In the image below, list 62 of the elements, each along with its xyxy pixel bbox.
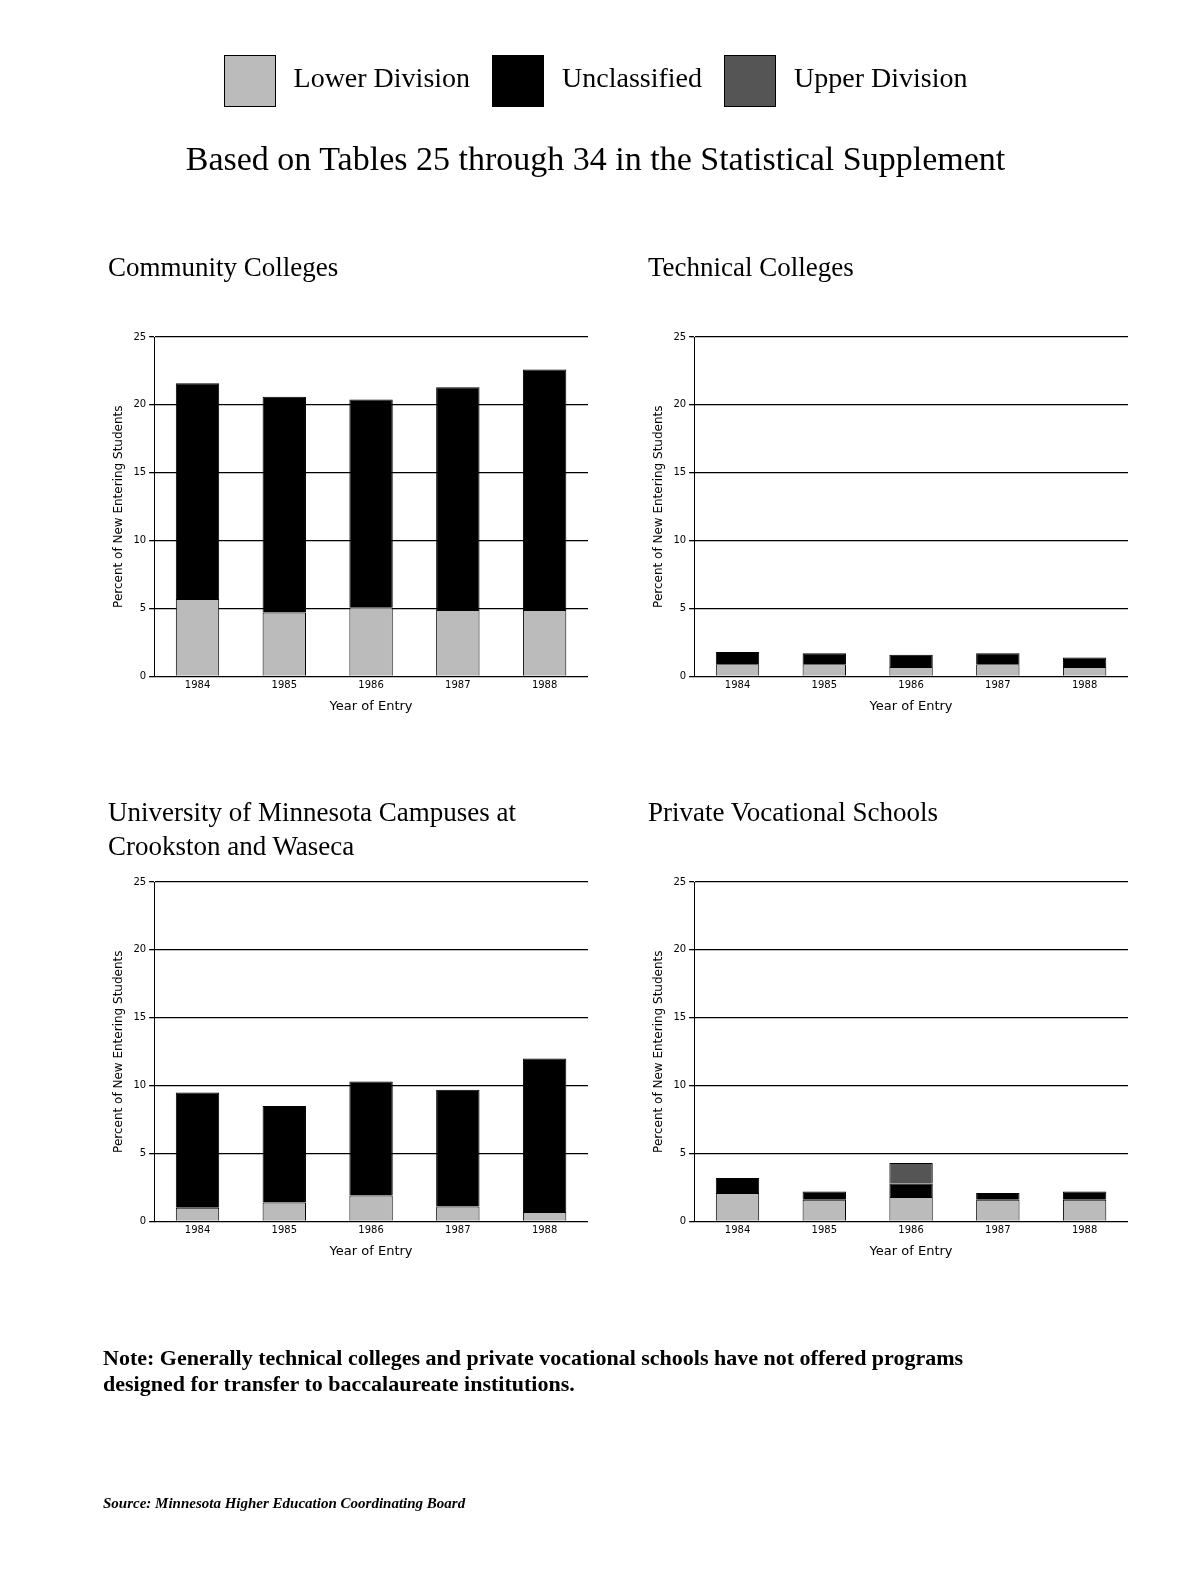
x-tick-label: 1988 — [531, 1223, 558, 1235]
x-tick-label: 1986 — [898, 1223, 924, 1235]
y-tick-label: 15 — [673, 466, 687, 478]
y-tick-label: 15 — [133, 1011, 147, 1023]
legend-label: Unclassified — [561, 61, 703, 96]
y-axis-title: Percent of New Entering Students — [651, 405, 666, 608]
x-tick-label: 1984 — [724, 1223, 751, 1235]
y-tick-label: 15 — [133, 466, 147, 478]
x-tick-label: 1985 — [811, 1223, 838, 1235]
x-tick-label: 1986 — [898, 678, 924, 690]
chart-title: Technical Colleges — [648, 251, 855, 284]
source-note: Source: Minnesota Higher Education Coordinating Board — [103, 1495, 466, 1512]
y-tick-label: 5 — [679, 1147, 687, 1159]
y-axis-title: Percent of New Entering Students — [651, 950, 666, 1153]
y-tick-label: 10 — [673, 534, 687, 546]
y-tick-label: 25 — [673, 875, 687, 887]
y-tick-label: 20 — [133, 943, 147, 955]
y-tick-label: 25 — [673, 330, 687, 342]
chart-title: University of Minnesota Campuses at Crookston and Waseca — [108, 796, 517, 863]
chart-title: Community Colleges — [108, 251, 340, 284]
y-tick-label: 5 — [679, 602, 687, 614]
x-tick-label: 1986 — [358, 1223, 384, 1235]
y-tick-label: 5 — [139, 602, 147, 614]
y-tick-label: 10 — [133, 1079, 147, 1091]
x-tick-label: 1984 — [184, 678, 211, 690]
y-axis-title: Percent of New Entering Students — [111, 950, 126, 1153]
y-tick-label: 0 — [139, 669, 147, 681]
legend-label: Lower Division — [292, 61, 471, 96]
chart-subtitle: Based on Tables 25 through 34 in the Statistical Supplement — [184, 140, 1007, 178]
x-tick-label: 1985 — [271, 678, 298, 690]
legend-label: Upper Division — [793, 61, 968, 96]
y-tick-label: 25 — [133, 875, 147, 887]
x-tick-label: 1984 — [724, 678, 751, 690]
y-tick-label: 0 — [679, 1214, 687, 1226]
y-tick-label: 20 — [673, 943, 687, 955]
x-tick-label: 1984 — [184, 1223, 211, 1235]
x-tick-label: 1985 — [271, 1223, 298, 1235]
x-axis-title: Year of Entry — [868, 1242, 953, 1258]
x-axis-title: Year of Entry — [868, 697, 953, 713]
x-tick-label: 1985 — [811, 678, 838, 690]
text: Note: Generally technical colleges and private vocational schools have not offered programs designed for transfer to baccalaureate institutions. — [103, 1345, 965, 1397]
x-tick-label: 1988 — [531, 678, 558, 690]
y-tick-label: 15 — [673, 1011, 687, 1023]
x-tick-label: 1987 — [445, 678, 471, 690]
y-tick-label: 10 — [133, 534, 147, 546]
x-tick-label: 1988 — [1071, 678, 1098, 690]
y-tick-label: 0 — [679, 669, 687, 681]
x-tick-label: 1987 — [985, 678, 1011, 690]
x-tick-label: 1987 — [985, 1223, 1011, 1235]
y-tick-label: 20 — [673, 398, 687, 410]
y-tick-label: 10 — [673, 1079, 687, 1091]
y-tick-label: 5 — [139, 1147, 147, 1159]
x-tick-label: 1987 — [445, 1223, 471, 1235]
x-tick-label: 1988 — [1071, 1223, 1098, 1235]
chart-title: Private Vocational Schools — [648, 796, 939, 829]
y-tick-label: 0 — [139, 1214, 147, 1226]
y-tick-label: 25 — [133, 330, 147, 342]
y-axis-title: Percent of New Entering Students — [111, 405, 126, 608]
x-axis-title: Year of Entry — [328, 1242, 413, 1258]
x-axis-title: Year of Entry — [328, 697, 413, 713]
x-tick-label: 1986 — [358, 678, 384, 690]
y-tick-label: 20 — [133, 398, 147, 410]
